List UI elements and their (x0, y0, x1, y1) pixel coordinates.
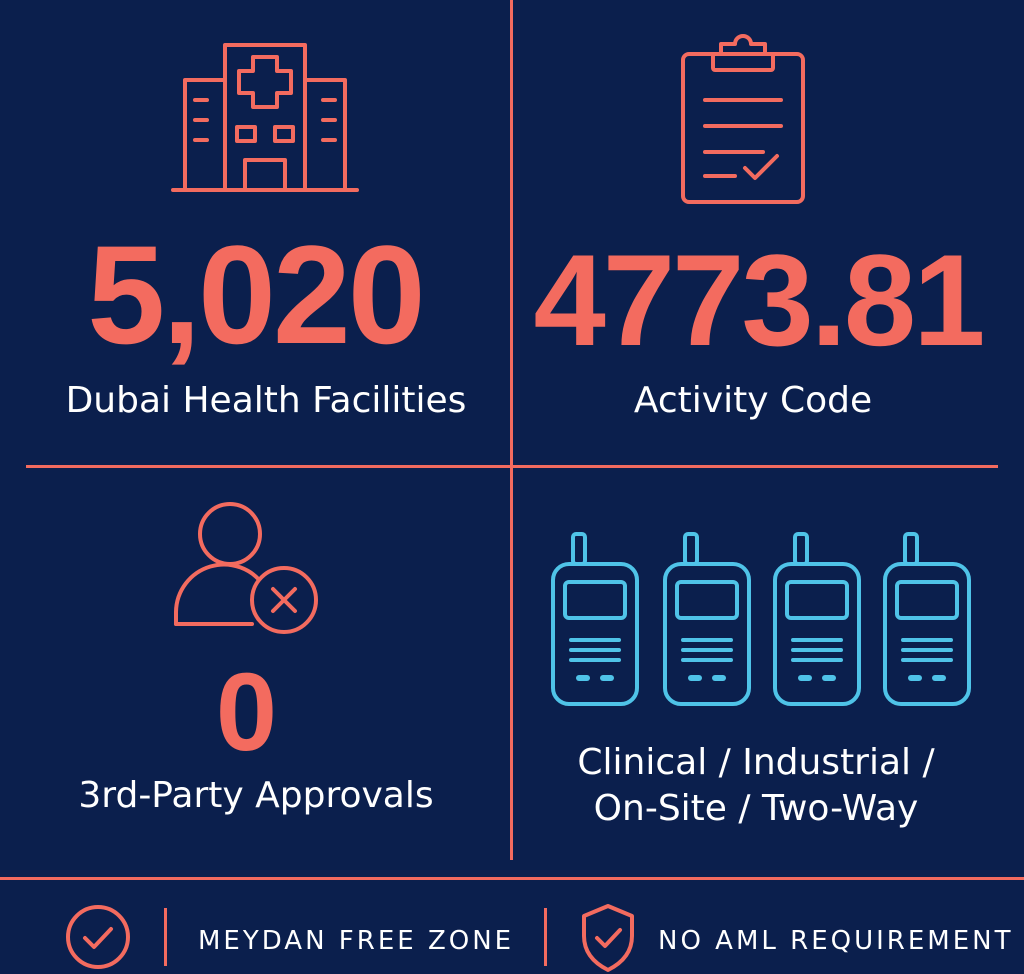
free-zone-text: MEYDAN FREE ZONE (198, 926, 515, 956)
hospital-icon (171, 43, 359, 192)
walkie-talkie-icon (883, 532, 971, 706)
approvals-panel: 0 3rd-Party Approvals (0, 468, 510, 877)
walkie-talkie-icon (551, 532, 639, 706)
no-aml-text: NO AML REQUIREMENT (658, 926, 1014, 956)
radio-icon-row (549, 530, 989, 710)
footer-separator (164, 908, 167, 966)
footer: MEYDAN FREE ZONE NO AML REQUIREMENT (0, 880, 1024, 974)
check-circle-icon (66, 905, 130, 969)
facilities-value: 5,020 (87, 216, 425, 373)
clipboard-check-icon (681, 34, 805, 204)
vertical-divider (510, 0, 513, 860)
shield-check-icon (582, 904, 634, 972)
user-x-icon (174, 502, 318, 634)
facilities-label: Dubai Health Facilities (65, 380, 467, 421)
radios-label-line1: Clinical / Industrial / (577, 742, 935, 783)
horizontal-divider (26, 465, 998, 468)
activity-panel: 4773.81 Activity Code (513, 0, 1024, 465)
footer-separator (544, 908, 547, 966)
footer-divider (0, 877, 1024, 880)
radios-panel: Clinical / Industrial / On-Site / Two-Wa… (513, 468, 1024, 877)
approvals-label: 3rd-Party Approvals (78, 775, 434, 816)
radios-label-line2: On-Site / Two-Way (593, 788, 919, 829)
activity-value: 4773.81 (533, 227, 986, 373)
approvals-value: 0 (215, 651, 277, 774)
walkie-talkie-icon (773, 532, 861, 706)
facilities-panel: 5,020 Dubai Health Facilities (0, 0, 510, 465)
activity-label: Activity Code (633, 380, 873, 421)
walkie-talkie-icon (663, 532, 751, 706)
